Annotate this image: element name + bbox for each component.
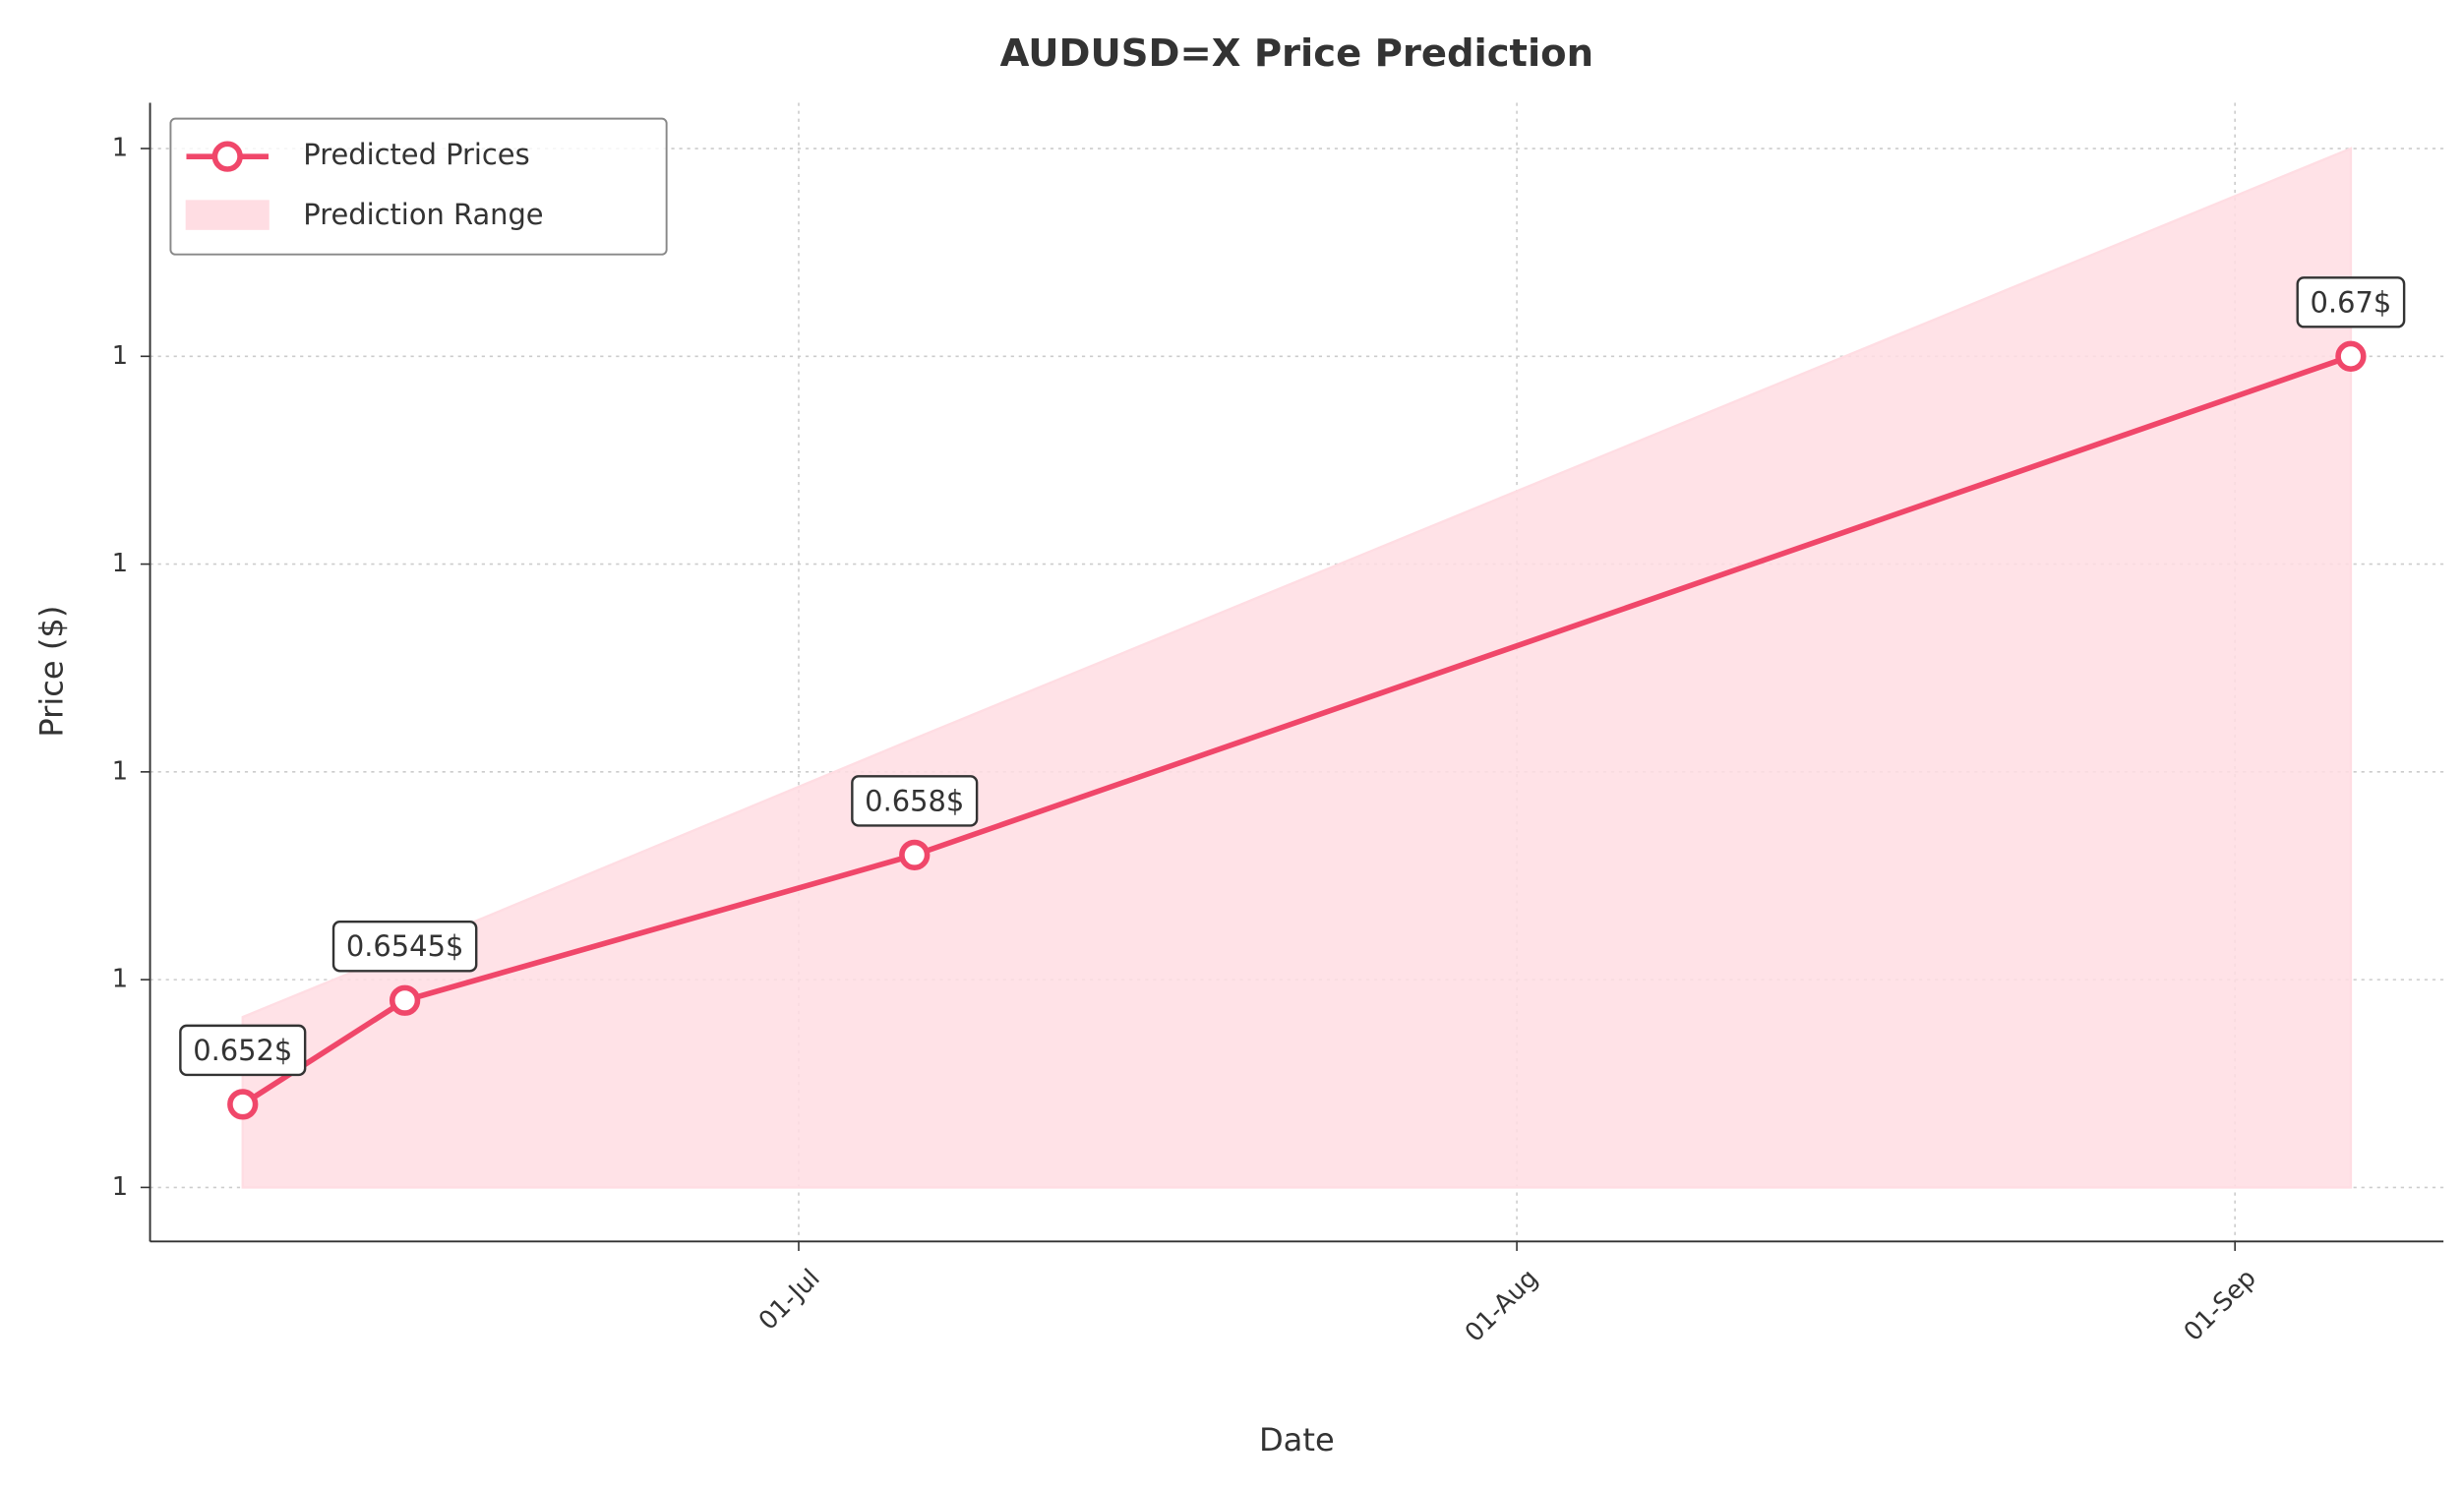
legend-label: Prediction Range <box>303 198 543 231</box>
legend-marker <box>211 141 243 172</box>
price-point <box>389 984 421 1016</box>
legend-label: Predicted Prices <box>303 138 529 171</box>
y-tick-label: 1 <box>112 549 128 578</box>
y-tick-label: 1 <box>112 965 128 994</box>
value-label-box <box>2296 276 2406 328</box>
price-point <box>227 1089 259 1120</box>
value-label-box <box>851 775 979 827</box>
value-label: 0.658$ <box>851 775 979 827</box>
y-tick-label: 1 <box>112 756 128 786</box>
price-point <box>899 839 931 871</box>
value-label-text: 0.6545$ <box>346 929 463 963</box>
value-label-text: 0.67$ <box>2311 285 2392 319</box>
value-label: 0.67$ <box>2296 276 2406 328</box>
y-axis-label: Price ($) <box>33 606 71 738</box>
legend-swatch <box>185 200 270 230</box>
value-label: 0.6545$ <box>331 921 478 973</box>
x-tick-label: 01-Aug <box>1460 1264 1544 1348</box>
value-label-box <box>331 921 478 973</box>
value-label-text: 0.652$ <box>193 1034 292 1067</box>
plot-area: 1 1 1 1 1 1 01-Jul 01-Aug 01-Sep 0.652$ 0.6545$ 0.6… <box>112 102 2444 1348</box>
prediction-range <box>241 147 2353 1189</box>
x-tick-label: 01-Sep <box>2179 1264 2262 1347</box>
y-tick-label: 1 <box>112 1172 128 1202</box>
legend-box <box>169 117 668 256</box>
x-axis-label: Date <box>1259 1421 1335 1458</box>
value-label: 0.652$ <box>179 1024 307 1077</box>
y-tick-label: 1 <box>112 134 128 163</box>
chart-title: AUDUSD=X Price Prediction <box>1000 31 1593 76</box>
price-point <box>2335 340 2367 372</box>
y-tick-label: 1 <box>112 341 128 371</box>
value-label-box <box>179 1024 307 1077</box>
price-line <box>241 353 2352 1107</box>
x-tick-label: 01-Jul <box>753 1264 826 1337</box>
value-label-text: 0.658$ <box>865 784 964 817</box>
